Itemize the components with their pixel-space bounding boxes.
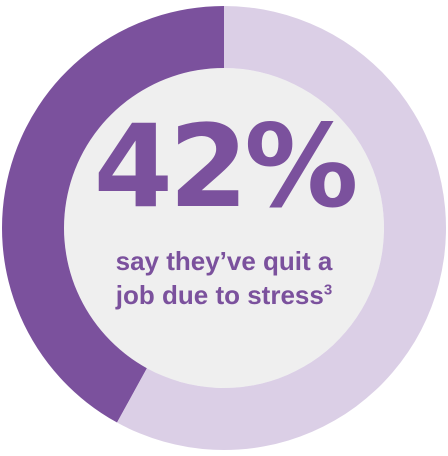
- caption-line-2: job due to stress: [116, 280, 324, 310]
- stat-label-block: 42% say they’ve quit a job due to stress…: [84, 110, 364, 312]
- stat-value: 42%: [84, 110, 364, 224]
- caption-line-1: say they’ve quit a: [116, 246, 333, 276]
- footnote-marker: 3: [324, 281, 332, 298]
- stat-caption: say they’ve quit a job due to stress3: [84, 244, 364, 312]
